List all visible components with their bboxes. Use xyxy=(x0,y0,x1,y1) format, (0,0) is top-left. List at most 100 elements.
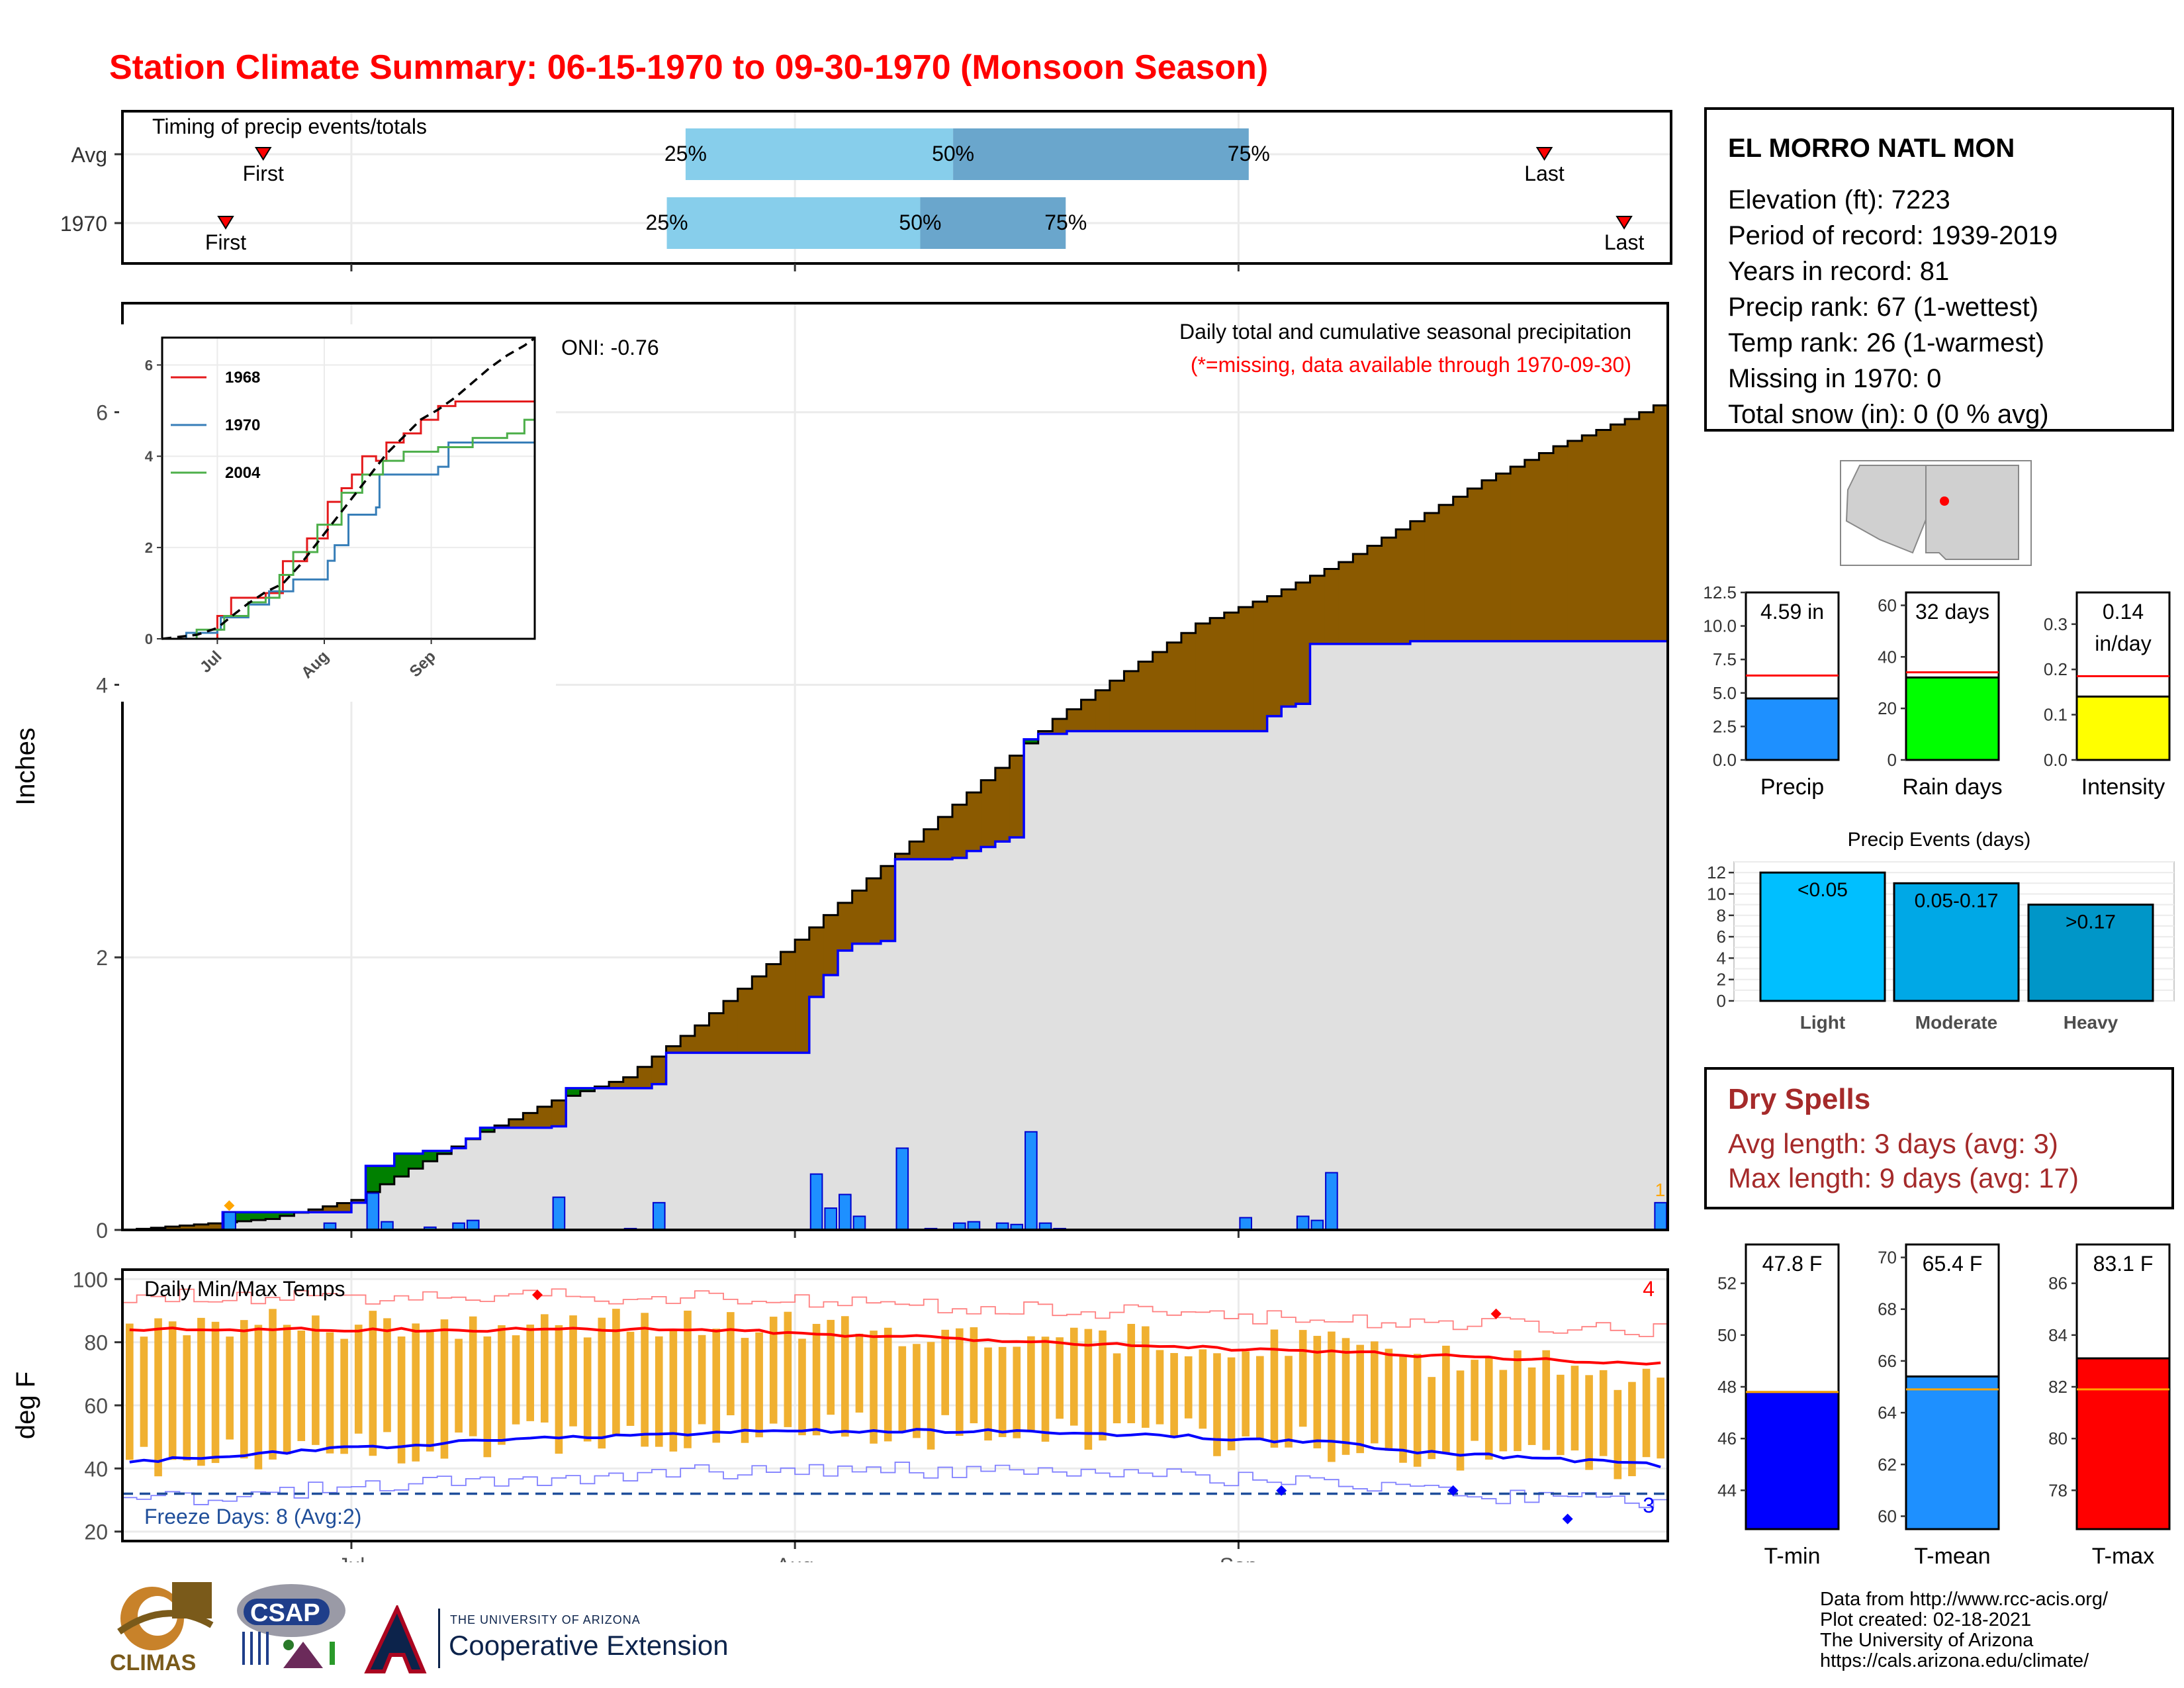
obs-fill-segment xyxy=(1596,641,1612,1230)
daily-precip-bar xyxy=(1024,1131,1038,1231)
daily-temp-bar xyxy=(154,1318,162,1477)
temp-ylabel: deg F xyxy=(11,1372,40,1439)
obs-cumulative-line xyxy=(122,639,1668,1231)
deficit-fill-segment xyxy=(1625,419,1640,641)
obs-fill-segment xyxy=(508,1127,523,1230)
panel-bar-Rain days xyxy=(1905,676,2000,761)
record-min-line xyxy=(122,1462,1668,1509)
deficit-fill-segment xyxy=(1510,467,1525,641)
daily-temp-bar xyxy=(1642,1368,1651,1458)
daily-temp-bar xyxy=(269,1309,277,1460)
obs-fill-segment xyxy=(752,1053,767,1230)
panel-value-label-Intensity: in/day xyxy=(2095,632,2151,655)
obs-fill-segment xyxy=(1138,731,1154,1230)
deficit-fill-segment xyxy=(1396,529,1411,644)
obs-fill-segment xyxy=(795,1053,810,1230)
daily-precip-bar xyxy=(223,1211,236,1231)
surplus-fill-segment xyxy=(423,1150,438,1162)
daily-temp-bar xyxy=(812,1323,821,1436)
panel-ytick-label: 52 xyxy=(1717,1274,1737,1293)
obs-fill-segment xyxy=(480,1131,495,1230)
inset-frame xyxy=(161,336,536,640)
deficit-fill-segment xyxy=(1338,562,1353,644)
obs-fill-segment xyxy=(1353,643,1368,1230)
daily-temp-bar xyxy=(283,1325,291,1455)
timing-label-25: 25% xyxy=(664,142,707,165)
events-ytick-label: 2 xyxy=(1717,970,1726,990)
precip-events-title: Precip Events (days) xyxy=(1848,829,2031,851)
daily-temp-bar xyxy=(1471,1360,1479,1441)
timing-last-marker xyxy=(1535,147,1553,161)
temp-summary-panels: 47.8 F 44 46 48 50 52 T-min 65.4 F 60 62 64 66 68 70 T… xyxy=(1717,1243,2171,1569)
events-ytick-label: 10 xyxy=(1707,884,1726,904)
deficit-fill-segment xyxy=(1324,569,1340,644)
obs-fill-segment xyxy=(680,1053,696,1230)
timing-bar-25-50 xyxy=(666,197,921,249)
daily-temp-bar xyxy=(1628,1382,1636,1477)
daily-temp-bar xyxy=(1127,1323,1136,1424)
deficit-fill-segment xyxy=(923,829,938,859)
deficit-fill-segment xyxy=(1224,612,1239,731)
panel-bar-Intensity xyxy=(2075,695,2171,761)
deficit-fill-segment xyxy=(1439,504,1454,641)
panel-category-Precip: Precip xyxy=(1760,774,1824,800)
obs-fill-segment xyxy=(236,1221,252,1230)
daily-temp-bar xyxy=(1084,1329,1093,1450)
daily-temp-bar xyxy=(955,1328,964,1436)
panel-ytick-label: 78 xyxy=(2048,1480,2068,1500)
panel-ytick-label: 68 xyxy=(1878,1299,1897,1319)
obs-fill-segment xyxy=(923,859,938,1230)
obs-fill-segment xyxy=(1066,731,1082,1230)
deficit-fill-segment xyxy=(208,1223,223,1230)
obs-fill-segment xyxy=(1582,641,1597,1230)
deficit-fill-segment xyxy=(1238,607,1253,731)
obs-fill-segment xyxy=(1567,641,1582,1230)
csap-logo-text: CSAP xyxy=(250,1599,320,1627)
panel-ytick-label: 7.5 xyxy=(1713,649,1737,669)
daily-precip-bar xyxy=(366,1192,380,1231)
daily-temp-bar xyxy=(927,1342,935,1450)
daily-temp-bar xyxy=(455,1338,463,1433)
obs-fill-segment xyxy=(537,1127,553,1230)
deficit-fill-segment xyxy=(1181,633,1197,731)
station-precip-rank: Precip rank: 67 (1-wettest) xyxy=(1728,293,2039,322)
deficit-fill-segment xyxy=(551,1100,567,1127)
obs-fill-segment xyxy=(723,1053,739,1230)
panel-bar-Precip xyxy=(1745,697,1840,761)
record-high-count: 4 xyxy=(1643,1277,1655,1301)
daily-temp-bar xyxy=(1484,1356,1493,1460)
daily-precip-bar xyxy=(852,1215,866,1231)
daily-temp-bar xyxy=(698,1335,706,1425)
daily-precip-bar xyxy=(809,1173,823,1231)
timing-row-label: Avg xyxy=(71,143,107,167)
temp-ytick-label: 40 xyxy=(84,1457,108,1481)
deficit-fill-segment xyxy=(623,1077,638,1088)
obs-fill-segment xyxy=(866,943,882,1230)
last-day-marker: 1 xyxy=(1655,1180,1666,1200)
obs-fill-segment xyxy=(1281,706,1297,1230)
daily-temp-bar xyxy=(626,1331,635,1427)
daily-precip-bar xyxy=(1654,1201,1668,1231)
deficit-fill-segment xyxy=(1109,680,1124,731)
obs-fill-segment xyxy=(1653,641,1668,1230)
deficit-fill-segment xyxy=(1467,489,1482,641)
obs-fill-segment xyxy=(1095,731,1111,1230)
deficit-fill-segment xyxy=(966,792,981,851)
timing-last-marker xyxy=(1615,216,1633,230)
deficit-fill-segment xyxy=(938,817,953,859)
daily-temp-bar xyxy=(1027,1336,1035,1432)
inset-series-2004 xyxy=(162,401,536,640)
events-bar-moderate xyxy=(1893,882,2020,1002)
cum-ytick-label: 0 xyxy=(96,1219,108,1243)
temp-xtick-label: Sep xyxy=(1220,1554,1257,1562)
inset-ytick-label: 0 xyxy=(145,631,153,647)
obs-fill-segment xyxy=(251,1220,266,1230)
obs-fill-segment xyxy=(580,1091,595,1230)
daily-temp-bar xyxy=(1156,1350,1164,1425)
obs-fill-segment xyxy=(966,851,981,1230)
daily-temp-bar xyxy=(1527,1367,1536,1445)
daily-temp-bar xyxy=(168,1321,177,1460)
deficit-fill-segment xyxy=(694,1025,709,1053)
obs-fill-segment xyxy=(451,1148,467,1230)
panel-category-T-mean: T-mean xyxy=(1914,1544,1990,1569)
